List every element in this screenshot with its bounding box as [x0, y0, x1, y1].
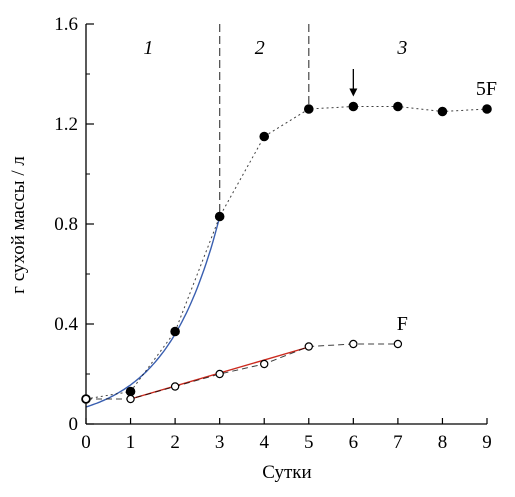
x-tick-label: 2 — [170, 432, 180, 453]
y-axis-title: г сухой массы / л — [8, 156, 29, 294]
fit-curve-exponential — [85, 216, 221, 408]
x-tick-label: 7 — [393, 432, 403, 453]
series-line — [85, 106, 488, 400]
data-point — [349, 339, 358, 349]
phase-label: 2 — [255, 37, 265, 59]
x-tick-label: 3 — [215, 432, 225, 453]
y-tick-label: 1.6 — [54, 14, 78, 35]
data-point — [170, 326, 180, 337]
phase-label: 3 — [396, 37, 407, 59]
series-line — [86, 343, 398, 400]
data-point — [482, 104, 492, 114]
data-point — [170, 382, 180, 391]
x-tick-label: 0 — [81, 432, 91, 453]
data-point — [260, 359, 269, 369]
data-point — [214, 211, 225, 222]
axes: 0 1 2 3 4 5 6 7 8 9 0 0.4 0.8 1.2 1.6 — [54, 14, 492, 453]
y-tick-label: 0.8 — [54, 214, 78, 235]
y-tick-label: 0.4 — [54, 314, 78, 335]
data-point — [81, 394, 91, 404]
fit-curves — [85, 216, 309, 408]
data-point — [393, 101, 403, 112]
x-tick-label: 1 — [126, 432, 136, 453]
data-point — [215, 369, 224, 379]
x-tick-label: 4 — [259, 432, 269, 453]
series-markers — [81, 101, 492, 404]
chart-labels: Сутки г сухой массы / л 1 2 3 5F F — [8, 37, 497, 483]
series-label: 5F — [476, 78, 497, 100]
y-tick-label: 1.2 — [54, 114, 78, 135]
y-tick-label: 0 — [69, 414, 79, 435]
data-point — [393, 339, 403, 349]
x-tick-label: 9 — [482, 432, 492, 453]
data-point — [348, 101, 359, 112]
series-label: F — [397, 313, 408, 335]
phase-boundaries — [219, 24, 310, 217]
series-lines — [85, 106, 488, 400]
x-tick-label: 6 — [349, 432, 359, 453]
x-axis-title: Сутки — [262, 462, 311, 483]
data-point — [437, 106, 448, 117]
phase-label: 1 — [143, 37, 153, 59]
arrow-down-icon — [349, 88, 358, 97]
data-point — [125, 386, 136, 397]
data-point — [303, 104, 314, 114]
data-point — [304, 342, 313, 351]
data-point — [259, 131, 270, 142]
data-point — [126, 394, 135, 404]
x-tick-label: 5 — [304, 432, 314, 453]
x-tick-label: 8 — [438, 432, 448, 453]
